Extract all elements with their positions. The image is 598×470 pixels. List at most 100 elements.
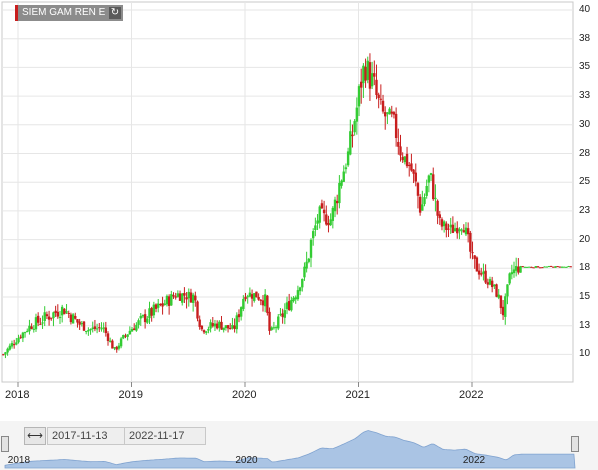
candle-body [373, 73, 376, 77]
candle-body [233, 325, 236, 329]
candle-body [137, 320, 140, 325]
candle-body [543, 266, 546, 268]
candle-body [226, 325, 230, 329]
candle-body [74, 316, 77, 319]
candle-body [159, 304, 162, 306]
range-end-input[interactable]: 2022-11-17 [124, 427, 206, 445]
candle-body [122, 334, 125, 339]
candle-body [272, 327, 276, 329]
candle-body [436, 200, 439, 216]
candle-body [445, 223, 448, 230]
candle-body [126, 334, 129, 337]
candle-body [475, 257, 479, 272]
y-tick-label: 30 [579, 118, 591, 130]
candle-body [65, 311, 68, 313]
navigator-right-handle[interactable] [571, 436, 579, 452]
candle-body [504, 296, 507, 317]
candle-body [255, 291, 258, 298]
candle-body [440, 219, 444, 227]
candle-body [41, 322, 44, 324]
candle-body [466, 228, 470, 235]
candle-body [565, 266, 568, 268]
candle-body [403, 156, 407, 163]
x-tick-label: 2022 [459, 389, 484, 401]
candle-body [283, 310, 287, 318]
candle-body [222, 327, 225, 331]
candle-body [235, 315, 238, 330]
candle-body [484, 270, 487, 283]
candle-body [133, 328, 136, 331]
candle-body [167, 296, 171, 306]
navigator-left-handle[interactable] [1, 436, 9, 452]
candle-body [4, 352, 7, 355]
candle-body [432, 174, 435, 200]
candle-body [401, 156, 404, 161]
candle-body [84, 330, 88, 332]
candle-body [146, 318, 149, 323]
candle-body [268, 311, 271, 331]
candle-body [189, 292, 193, 303]
candle-body [305, 261, 308, 269]
range-start-input[interactable]: 2017-11-13 [47, 427, 125, 445]
candle-body [266, 295, 269, 313]
candle-body [17, 337, 20, 343]
candle-body [342, 171, 345, 182]
candle-body [19, 336, 22, 338]
candle-body [106, 333, 110, 342]
candle-body [508, 273, 511, 284]
candle-body [47, 316, 51, 320]
candle-body [152, 304, 156, 316]
candle-body [63, 308, 66, 315]
candle-body [399, 146, 402, 156]
candle-body [375, 79, 378, 96]
candle-body [21, 332, 25, 339]
candle-body [248, 292, 252, 297]
candle-body [218, 321, 221, 328]
candle-body [239, 307, 243, 317]
candle-body [231, 325, 234, 329]
candle-body [56, 311, 60, 317]
candle-body [290, 299, 293, 311]
y-tick-label: 33 [579, 90, 591, 102]
candle-body [200, 325, 204, 330]
candle-body [15, 342, 18, 345]
candle-body [52, 312, 55, 319]
candle-body [148, 308, 151, 319]
double-arrow-icon[interactable]: ⟷ [24, 427, 46, 445]
candle-body [178, 293, 182, 301]
candle-body [462, 230, 465, 233]
candle-body [6, 348, 9, 353]
candle-body [242, 298, 245, 309]
candle-body [196, 301, 199, 319]
candle-body [418, 196, 422, 213]
candle-body [58, 316, 62, 319]
candle-body [469, 232, 472, 252]
candle-body [170, 294, 173, 306]
candle-body [187, 291, 190, 299]
candle-body [386, 112, 389, 114]
candle-body [309, 239, 313, 258]
candle-body [414, 172, 417, 182]
candle-body [477, 270, 481, 275]
candle-body [560, 266, 564, 268]
series-tag[interactable]: SIEM GAM REN E ↻ [15, 5, 123, 21]
candle-body [117, 345, 121, 349]
refresh-icon[interactable]: ↻ [109, 7, 121, 19]
candle-body [464, 227, 468, 235]
candle-body [67, 313, 70, 315]
candlestick-series[interactable] [2, 53, 572, 359]
candle-body [338, 182, 341, 204]
candle-body [281, 313, 284, 317]
candle-body [194, 295, 197, 301]
candle-body [405, 153, 409, 167]
candle-body [554, 266, 557, 268]
candle-body [263, 294, 267, 307]
candle-body [23, 332, 27, 334]
candle-body [298, 287, 302, 292]
candle-body [307, 258, 311, 262]
candle-body [425, 185, 428, 196]
candle-body [558, 266, 562, 268]
series-name: SIEM GAM REN E [22, 7, 106, 18]
